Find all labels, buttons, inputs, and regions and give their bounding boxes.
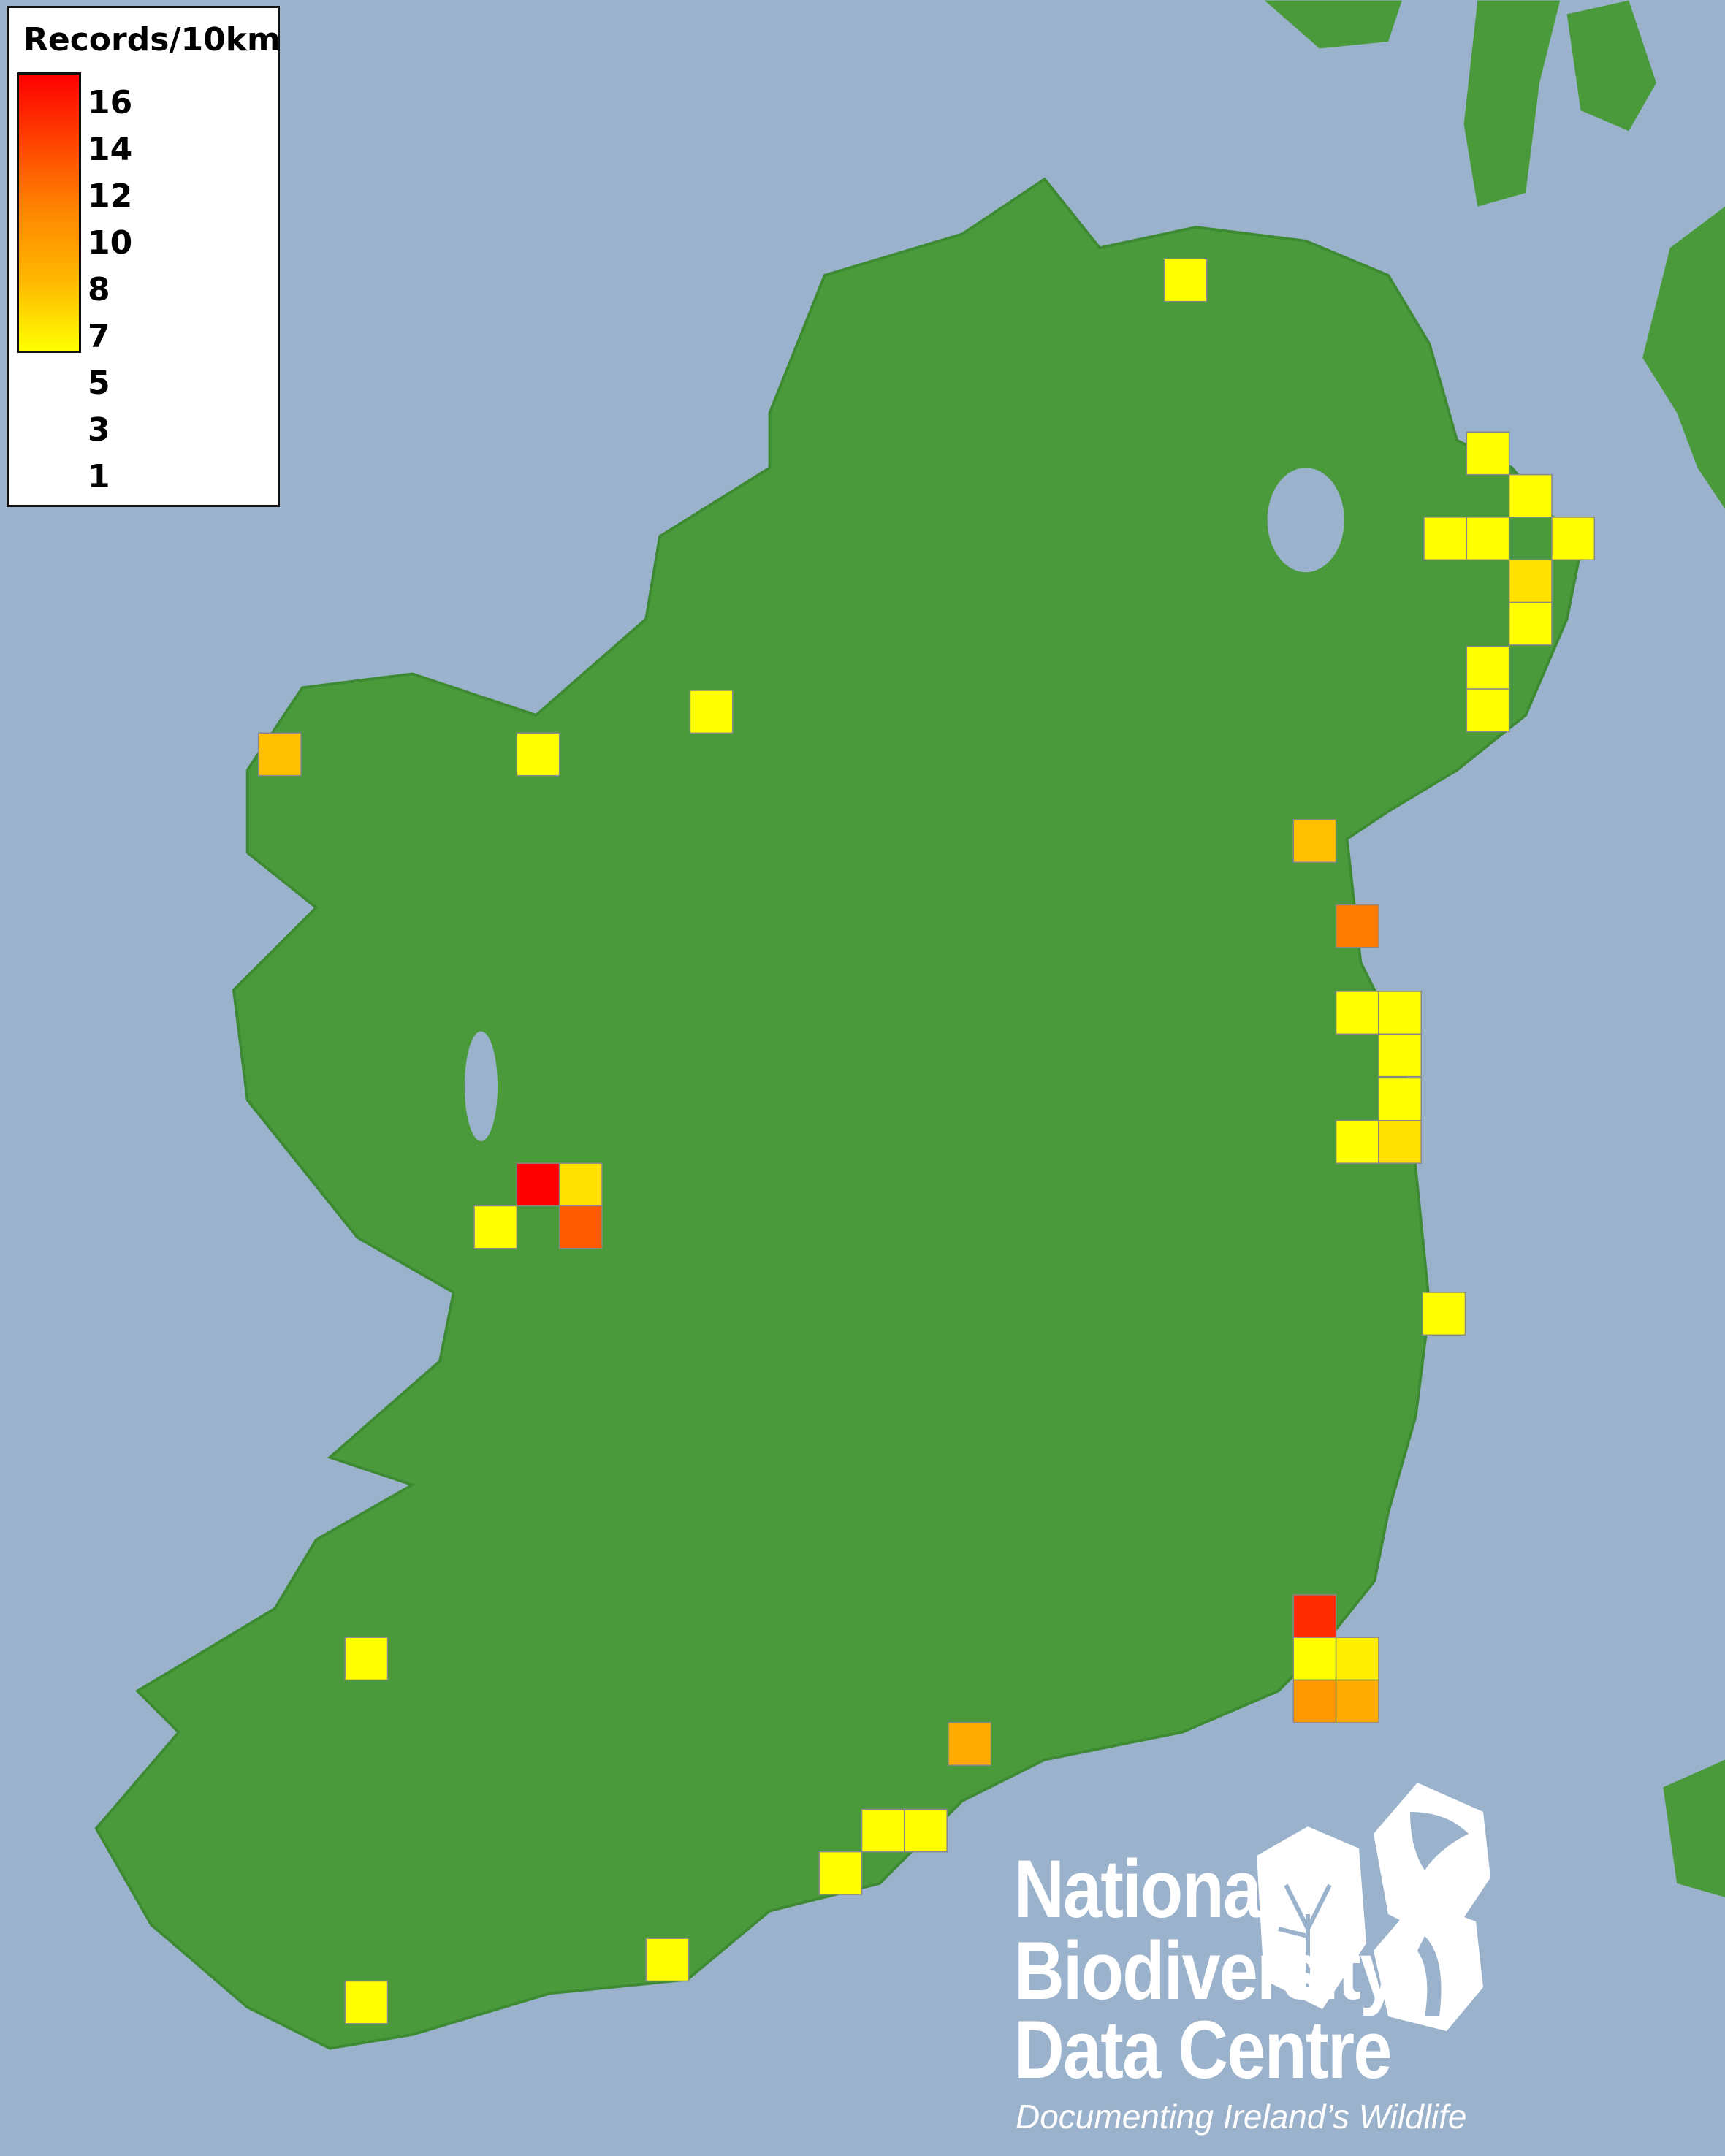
grid-square (1422, 1292, 1466, 1336)
lough-corrib (464, 1031, 498, 1142)
logo-tagline: Documenting Ireland’s Wildlife (1016, 2098, 1467, 2136)
grid-square (1466, 431, 1510, 476)
grid-square (1508, 559, 1553, 603)
logo-line-1: National (1014, 1843, 1280, 1935)
grid-square (1378, 991, 1422, 1035)
grid-square (1335, 904, 1379, 948)
grid-square (1378, 1120, 1422, 1164)
grid-square (861, 1808, 905, 1853)
logo-line-3: Data Centre (1014, 2004, 1392, 2095)
grid-square (1335, 1679, 1379, 1723)
grid-square (1508, 473, 1553, 518)
grid-square (558, 1162, 603, 1207)
legend-tick: 8 (88, 271, 110, 308)
grid-square (1335, 991, 1379, 1035)
legend-tick: 14 (88, 131, 133, 168)
grid-square (1378, 1033, 1422, 1078)
grid-square (1292, 819, 1337, 863)
grid-square (516, 1162, 560, 1207)
grid-square (1335, 1120, 1379, 1164)
legend-tick: 7 (88, 318, 110, 355)
lough-neagh (1267, 468, 1344, 573)
grid-square (1378, 1077, 1422, 1121)
grid-square (1335, 1637, 1379, 1681)
legend-tick: 3 (88, 411, 110, 449)
grid-square (689, 690, 734, 734)
nbdc-logo: National Biodiversity Data Centre Docume… (1008, 1768, 1666, 2148)
grid-square (1292, 1637, 1337, 1681)
grid-square (516, 732, 560, 777)
legend-title: Records/10km (23, 21, 281, 58)
grid-square (344, 1637, 389, 1681)
hexagon-logo-icon (1257, 1783, 1490, 2031)
grid-square (1508, 601, 1553, 646)
grid-square (1466, 517, 1510, 561)
grid-square (344, 1980, 389, 2024)
grid-square (1466, 688, 1510, 733)
grid-square (473, 1205, 518, 1249)
grid-square (558, 1205, 603, 1249)
grid-square (1163, 258, 1208, 302)
grid-square (645, 1938, 690, 1982)
legend-tick: 16 (88, 84, 133, 121)
grid-square (948, 1722, 992, 1766)
grid-square (1466, 646, 1510, 690)
legend-color-bar (17, 72, 81, 353)
grid-square (1292, 1679, 1337, 1723)
butterfly-hexagon-icon (1374, 1783, 1490, 1943)
grid-square (818, 1851, 863, 1895)
legend-tick: 1 (88, 458, 110, 495)
grid-square (1423, 517, 1468, 561)
grid-square (1551, 517, 1596, 561)
legend-tick: 10 (88, 224, 133, 262)
grid-squares-layer (257, 258, 1596, 2024)
logo-line-2: Biodiversity (1014, 1925, 1398, 2016)
legend-tick: 12 (88, 178, 133, 215)
grid-square (1292, 1594, 1337, 1638)
legend-tick: 5 (88, 365, 110, 402)
grid-square (904, 1808, 948, 1853)
grid-square (257, 732, 302, 777)
legend: Records/10km 16 14 12 10 8 7 5 3 1 (7, 6, 281, 507)
